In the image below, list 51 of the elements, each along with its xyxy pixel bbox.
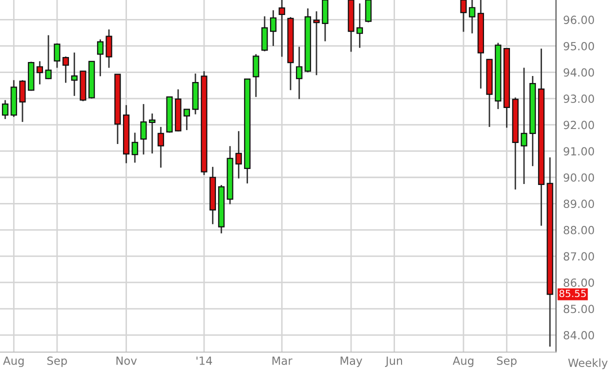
y-tick-label: 91.00 (564, 147, 594, 156)
candlestick (270, 10, 276, 47)
x-tick-label: May (340, 356, 362, 368)
candlestick (322, 0, 328, 42)
candlestick (71, 52, 78, 97)
candlestick (19, 79, 26, 123)
x-tick-label: Sep (47, 356, 67, 368)
x-tick-label: '14 (196, 356, 212, 365)
candlestick (296, 46, 302, 100)
candlestick (158, 126, 164, 168)
x-tick-label: Sep (496, 356, 517, 368)
candlestick (2, 99, 8, 120)
x-tick-label: Nov (116, 356, 137, 365)
y-tick-label: 89.00 (564, 200, 594, 208)
y-tick-label: 95.00 (564, 42, 594, 50)
candlestick (365, 0, 372, 24)
annotation: 85.55 (559, 290, 586, 298)
candlestick (252, 53, 260, 98)
candlestick (45, 34, 52, 80)
y-tick-label: 85.00 (564, 304, 594, 314)
candlestick (468, 0, 476, 34)
candlestick (97, 38, 104, 77)
candlestick (278, 0, 286, 58)
x-tick-label: Mar (272, 356, 292, 365)
x-tick-label: Jun (385, 356, 402, 367)
y-tick-label: 94.00 (564, 68, 594, 77)
candlestick (36, 60, 44, 86)
y-tick-label: 93.00 (564, 94, 594, 103)
y-tick-label: 86.00 (564, 278, 594, 287)
y-tick-label: 96.00 (564, 16, 594, 24)
candlestick (235, 130, 242, 180)
y-tick-label: 84.00 (564, 331, 594, 340)
candlestick (356, 2, 363, 49)
y-tick-label: 92.00 (564, 120, 594, 130)
candlestick (261, 16, 268, 52)
x-tick-label: Aug (3, 356, 24, 368)
text: Weekly (568, 358, 608, 370)
candlestick (520, 67, 528, 185)
candlestick (460, 0, 467, 32)
y-tick-label: 90.00 (564, 173, 594, 182)
candlestick (54, 42, 60, 68)
candlestick (132, 132, 138, 164)
candlestick (62, 56, 69, 84)
y-tick-label: 87.00 (564, 252, 594, 261)
x-tick-label: Aug (452, 356, 474, 368)
candlestick (184, 108, 190, 131)
candlestick (106, 28, 112, 68)
y-tick-label: 88.00 (564, 226, 594, 234)
candlestick (140, 103, 147, 156)
candlestick (148, 112, 156, 154)
candlestick (313, 10, 320, 76)
